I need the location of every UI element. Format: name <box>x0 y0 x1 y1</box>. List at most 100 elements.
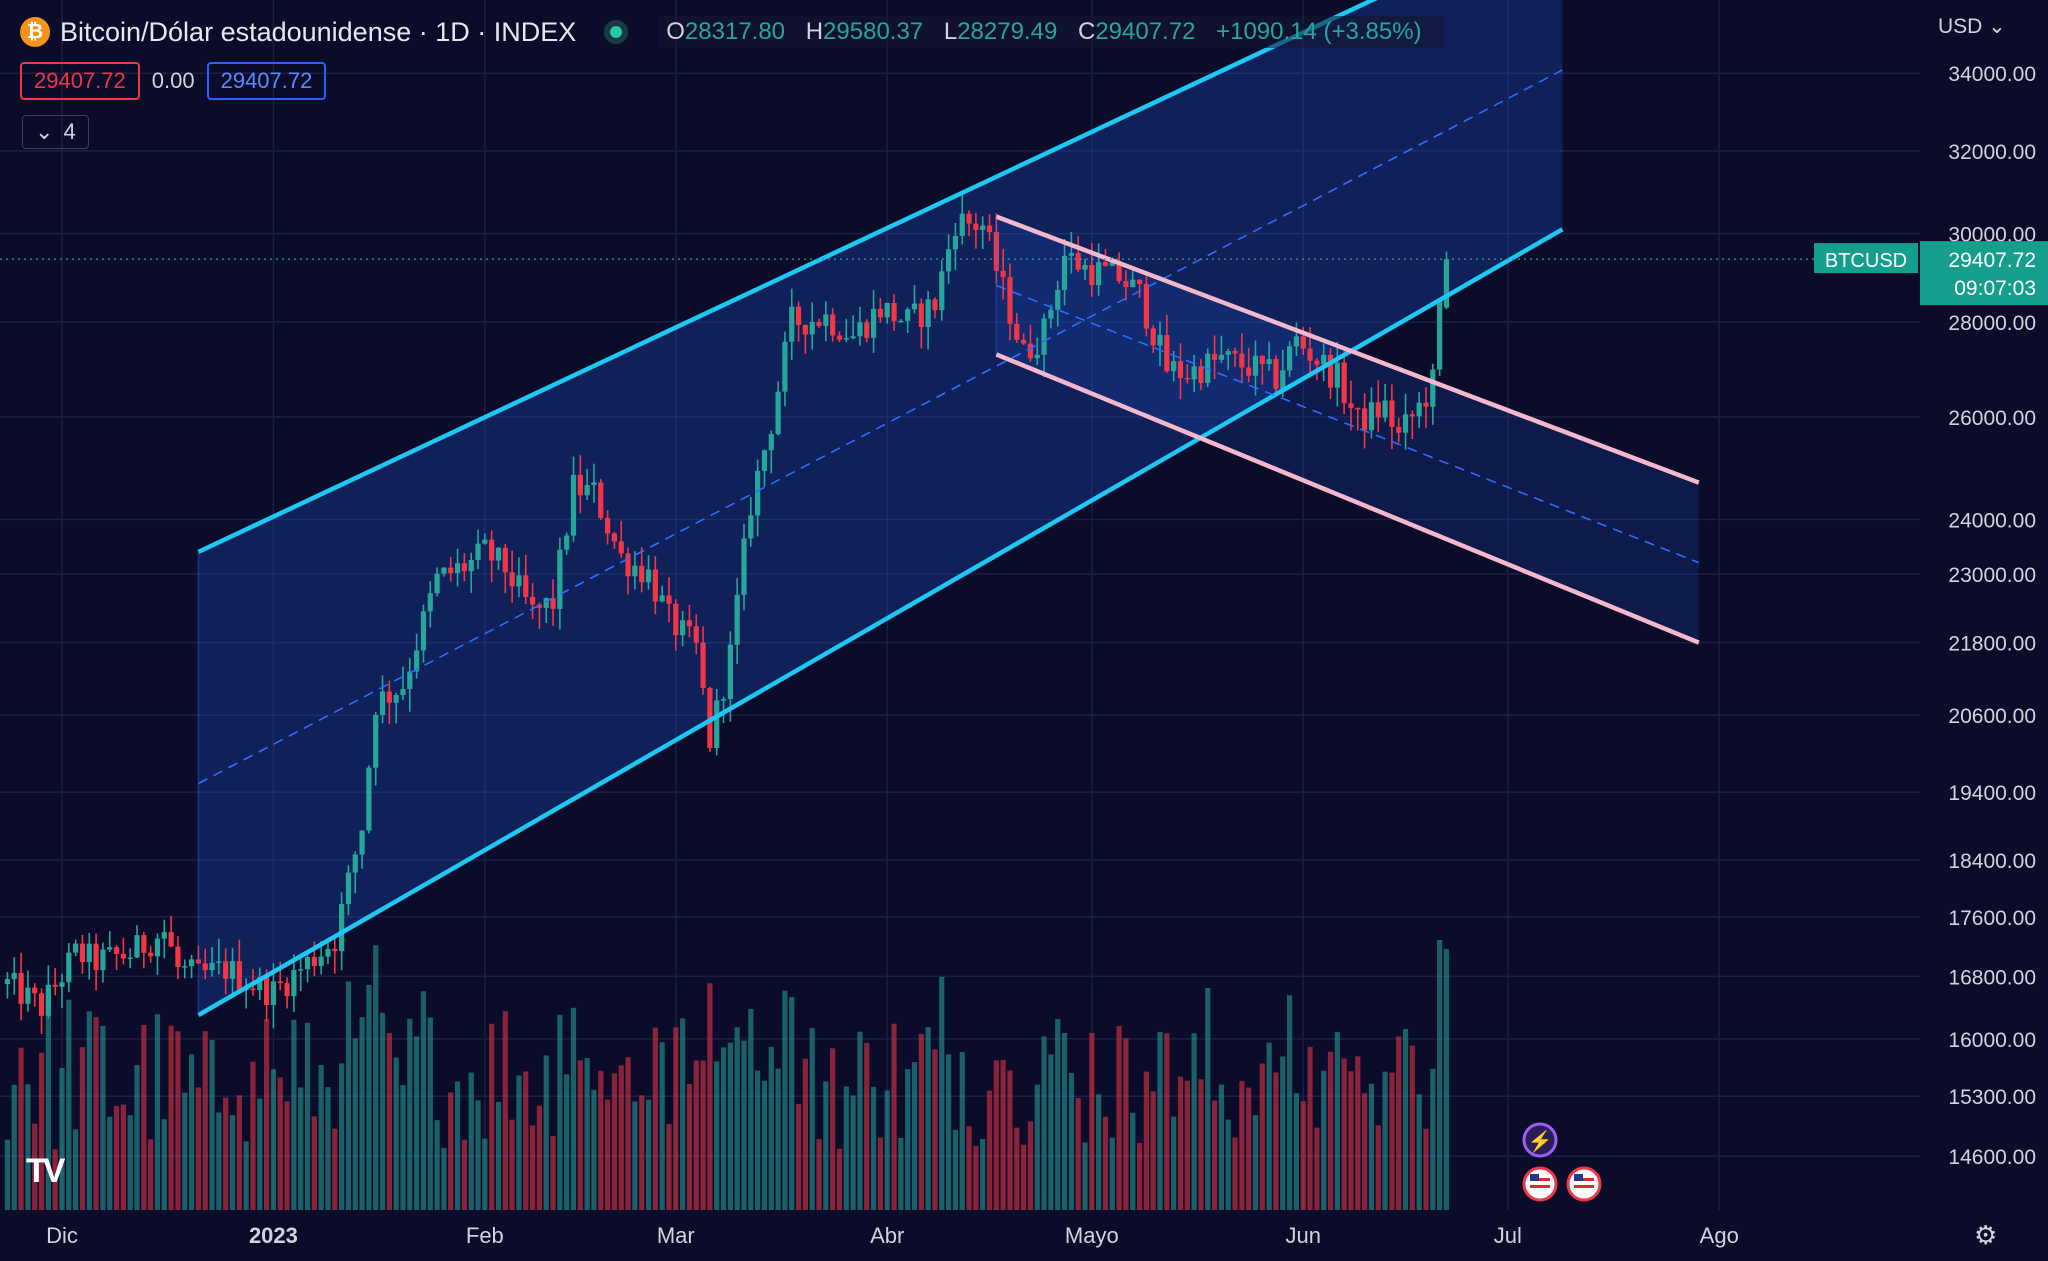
candle-body <box>864 322 870 338</box>
candle <box>1423 387 1429 428</box>
candle <box>1287 341 1293 377</box>
candle <box>850 315 856 340</box>
candle <box>25 970 31 1012</box>
candle-body <box>1082 265 1088 270</box>
currency-selector[interactable]: USD ⌄ <box>1938 15 2006 38</box>
candle <box>666 577 672 623</box>
candle-body <box>148 952 154 957</box>
candle <box>1375 380 1381 433</box>
price-tick-label: 19400.00 <box>1948 782 2036 805</box>
candle <box>1034 337 1040 366</box>
candle <box>120 937 126 965</box>
candle-body <box>18 972 24 1004</box>
candle-body <box>632 565 638 577</box>
volume-bar <box>564 1074 570 1210</box>
symbol-title[interactable]: Bitcoin/Dólar estadounidense · 1D · INDE… <box>60 16 577 47</box>
candle-body <box>59 982 65 987</box>
price-tick-label: 17600.00 <box>1948 907 2036 930</box>
candle-body <box>1280 370 1286 389</box>
candle <box>468 552 474 593</box>
candle-body <box>584 485 590 496</box>
candle-body <box>891 302 897 322</box>
candle <box>618 520 624 558</box>
price-tick-label: 26000.00 <box>1948 407 2036 430</box>
candle-body <box>625 553 631 577</box>
us-flag-icon <box>1566 1166 1602 1202</box>
candle <box>570 456 577 542</box>
volume-bar <box>529 1125 536 1210</box>
candle <box>980 216 986 249</box>
candle <box>100 942 106 983</box>
candle-body <box>741 538 747 595</box>
volume-bar <box>18 1047 24 1210</box>
candle-body <box>73 943 79 953</box>
volume-bar <box>1218 1084 1224 1210</box>
volume-bar <box>1027 1121 1034 1210</box>
candle-body <box>816 321 822 326</box>
candle <box>809 302 815 350</box>
candle <box>223 948 229 995</box>
candle-body <box>325 948 331 957</box>
market-status-icon[interactable] <box>604 20 629 44</box>
candle-body <box>1000 270 1006 278</box>
indicators-toggle[interactable]: ⌄ 4 <box>22 115 89 149</box>
candle-body <box>359 830 365 855</box>
candle <box>768 430 774 474</box>
candle <box>18 952 24 1021</box>
volume-bar <box>52 1149 58 1210</box>
candle <box>1402 393 1409 450</box>
candle-body <box>686 620 693 627</box>
candle <box>884 302 890 324</box>
candle <box>1443 251 1450 310</box>
candle-body <box>386 691 392 703</box>
us-flag-icon <box>1522 1166 1558 1202</box>
gear-icon[interactable]: ⚙ <box>1974 1220 1998 1250</box>
candle-body <box>1443 259 1450 308</box>
buy-button[interactable]: 29407.72 <box>206 62 327 100</box>
candle <box>1334 341 1340 407</box>
candle <box>802 324 808 355</box>
candle <box>107 931 113 953</box>
tradingview-logo[interactable]: TV <box>26 1152 66 1190</box>
candle-body <box>264 976 270 1006</box>
candle <box>918 298 924 349</box>
candle-body <box>182 966 188 968</box>
candle-body <box>918 303 924 327</box>
volume-bar <box>325 1087 331 1210</box>
candle <box>1000 248 1006 300</box>
candle <box>734 578 740 665</box>
candle <box>1198 358 1204 391</box>
candle-body <box>795 306 802 325</box>
volume-bar <box>1266 1042 1272 1210</box>
volume-bar <box>1239 1081 1245 1210</box>
volume-bar <box>175 1031 181 1210</box>
volume-bar <box>1430 1068 1436 1210</box>
candle <box>420 604 427 663</box>
last-price-tag <box>1920 241 2048 306</box>
symbol-tag <box>1814 243 1918 274</box>
volume-bar <box>932 1049 938 1210</box>
volume-bar <box>1321 1070 1327 1210</box>
candle-body <box>1061 255 1068 290</box>
candle <box>1409 410 1415 440</box>
candle-body <box>32 987 38 994</box>
volume-bar <box>1382 1071 1388 1210</box>
candle-body <box>748 515 754 539</box>
volume-bar <box>1164 1033 1170 1210</box>
candle-body <box>857 322 863 337</box>
candle-body <box>407 671 413 690</box>
sell-button[interactable]: 29407.72 <box>20 62 140 100</box>
candle <box>795 301 802 342</box>
candle-body <box>611 533 618 542</box>
candle-body <box>557 549 563 609</box>
candle-body <box>1287 346 1293 371</box>
volume-bar <box>461 1139 467 1210</box>
candle-body <box>986 225 993 233</box>
candle <box>1157 321 1163 367</box>
candle <box>605 510 611 545</box>
volume-bar <box>1191 1033 1197 1210</box>
volume-bar <box>680 1018 686 1210</box>
volume-bar <box>134 1065 140 1210</box>
candle <box>700 626 706 695</box>
